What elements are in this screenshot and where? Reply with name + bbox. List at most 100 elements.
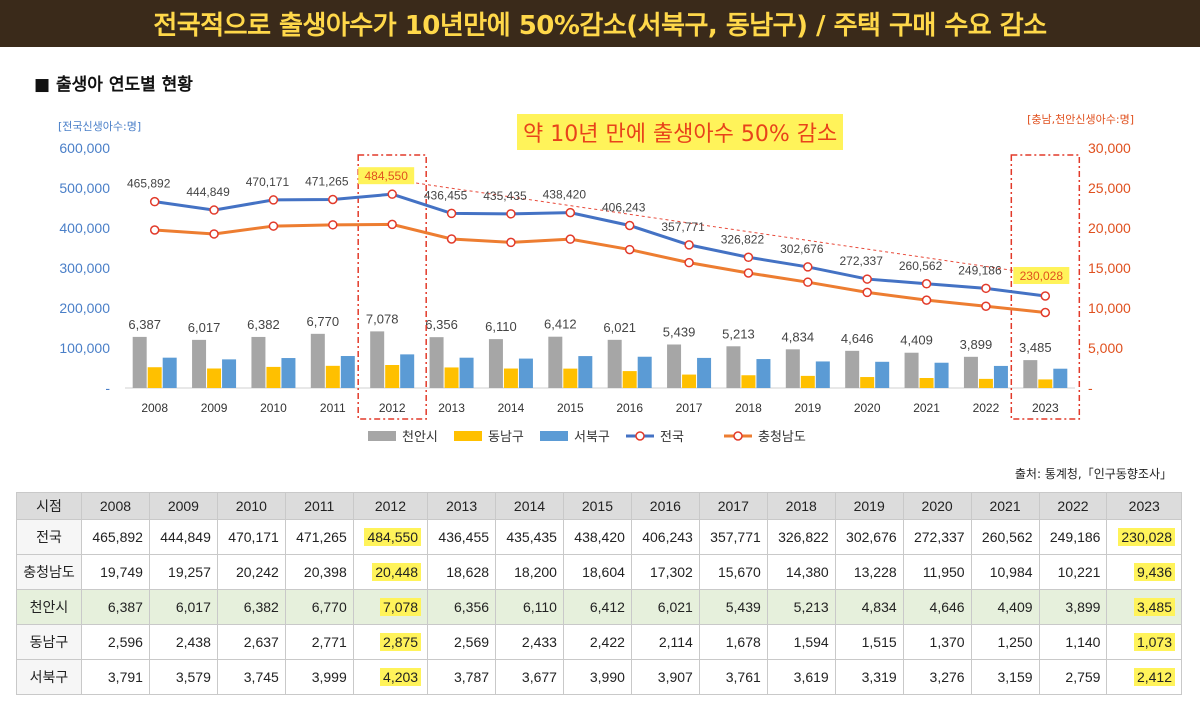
line-value-label: 260,562 (899, 259, 943, 273)
source-note: 출처: 통계청,「인구동향조사」 (1014, 467, 1172, 481)
point-전국 (862, 274, 872, 284)
table-cell: 1,140 (1038, 624, 1108, 660)
bar-value-label: 4,646 (841, 331, 874, 346)
table-header-cell: 2016 (630, 492, 700, 520)
table-cell: 326,822 (766, 519, 836, 555)
bar-서북구 (162, 357, 177, 388)
table-row: 충청남도 19,749 19,257 20,242 20,398 20,448 18,628… (16, 554, 1182, 590)
right-axis-tick: 5,000 (1088, 340, 1123, 356)
line-value-label: 438,420 (543, 188, 587, 202)
line-value-label: 406,243 (602, 201, 646, 215)
table-cell: 3,761 (698, 659, 768, 695)
highlighted-value: 3,485 (1133, 598, 1175, 616)
point-충청남도 (624, 244, 635, 255)
table-cell: 6,017 (148, 589, 218, 625)
table-cell: 465,892 (81, 519, 150, 555)
x-tick-label: 2020 (854, 401, 881, 415)
bar-천안시 (370, 331, 385, 388)
table-cell: 2,637 (216, 624, 286, 660)
legend-marker (635, 431, 645, 441)
section-title: ■ 출생아 연도별 현황 (34, 75, 193, 95)
table-cell: 4,834 (834, 589, 904, 625)
table-cell: 18,604 (562, 554, 632, 590)
right-axis-tick: 20,000 (1088, 220, 1131, 236)
table-cell: 20,242 (216, 554, 286, 590)
table-cell: 3,745 (216, 659, 286, 695)
bar-동남구 (147, 367, 162, 388)
line-충청남도 (154, 222, 1046, 315)
legend-label: 서북구 (574, 430, 610, 445)
table-header-cell: 2012 (352, 492, 429, 520)
point-전국 (921, 279, 932, 289)
table-cell: 2,438 (148, 624, 218, 660)
bar-동남구 (741, 375, 756, 388)
line-value-label: 484,550 (364, 169, 408, 183)
table-cell: 1,678 (698, 624, 768, 660)
table-cell: 4,646 (902, 589, 972, 625)
point-전국 (981, 283, 991, 294)
table-cell: 6,110 (495, 589, 564, 625)
point-전국 (328, 194, 338, 205)
line-value-label: 436,455 (424, 188, 468, 202)
bar-천안시 (667, 344, 682, 388)
page-title: 전국적으로 출생아수가 10년만에 50%감소(서북구, 동남구) / 주택 구… (153, 11, 1047, 41)
point-충청남도 (1040, 307, 1051, 318)
point-전국 (565, 207, 576, 218)
table-cell: 20,448 (352, 554, 429, 590)
point-전국 (387, 189, 397, 199)
bar-value-label: 6,021 (603, 320, 636, 335)
right-axis-tick: 25,000 (1088, 180, 1131, 196)
table-cell: 2,759 (1038, 659, 1108, 695)
highlighted-value: 2,875 (380, 633, 422, 651)
bar-value-label: 6,110 (485, 319, 517, 334)
bar-서북구 (578, 356, 593, 388)
legend-label: 동남구 (488, 430, 524, 445)
line-value-label: 471,265 (305, 174, 349, 188)
x-tick-label: 2021 (913, 401, 940, 415)
table-cell: 471,265 (284, 519, 354, 555)
table-cell: 6,382 (216, 589, 286, 625)
table-row: 천안시 6,387 6,017 6,382 6,770 7,078 6,356 6,110 6,… (16, 589, 1182, 625)
x-tick-label: 2008 (141, 401, 168, 415)
left-axis-tick: 400,000 (59, 220, 110, 236)
bar-서북구 (222, 359, 237, 388)
point-전국 (149, 196, 160, 207)
legend-swatch (454, 431, 482, 441)
bar-서북구 (697, 357, 712, 388)
point-충청남도 (209, 229, 219, 239)
table-cell: 18,200 (495, 554, 564, 590)
table-header-cell: 2020 (902, 492, 972, 520)
table-cell: 3,677 (495, 659, 564, 695)
row-header: 천안시 (16, 589, 82, 625)
bar-서북구 (281, 358, 296, 388)
right-axis-caption: [충남,천안신생아수:명] (1027, 113, 1134, 126)
point-충청남도 (803, 277, 813, 287)
bar-동남구 (563, 368, 578, 388)
table-cell: 260,562 (970, 519, 1040, 555)
table-cell: 6,356 (427, 589, 497, 625)
table-header-row: 시점 2008 2009 2010 2011 2012 2013 2014 2015 2016 20… (16, 492, 1182, 520)
table-cell: 484,550 (352, 519, 429, 555)
table-cell: 6,387 (81, 589, 150, 625)
table-cell: 3,990 (562, 659, 632, 695)
highlighted-value: 1,073 (1133, 633, 1175, 651)
bar-동남구 (860, 377, 875, 388)
line-value-label: 302,676 (780, 242, 824, 256)
bar-동남구 (682, 374, 697, 388)
table-cell: 3,791 (81, 659, 150, 695)
table-cell: 436,455 (427, 519, 497, 555)
bar-동남구 (800, 375, 815, 388)
highlighted-value: 4,203 (380, 668, 422, 686)
right-axis-tick: 15,000 (1088, 260, 1131, 276)
x-tick-label: 2019 (794, 401, 821, 415)
x-tick-label: 2012 (379, 401, 406, 415)
bar-서북구 (459, 357, 474, 388)
table-header-cell: 시점 (16, 492, 82, 520)
table-cell: 2,114 (630, 624, 700, 660)
table-cell: 2,771 (284, 624, 354, 660)
table-cell: 6,770 (284, 589, 354, 625)
table-header-cell: 2008 (81, 492, 150, 520)
bar-value-label: 7,078 (366, 311, 399, 326)
table-cell: 1,594 (766, 624, 836, 660)
bar-value-label: 3,899 (960, 337, 993, 352)
